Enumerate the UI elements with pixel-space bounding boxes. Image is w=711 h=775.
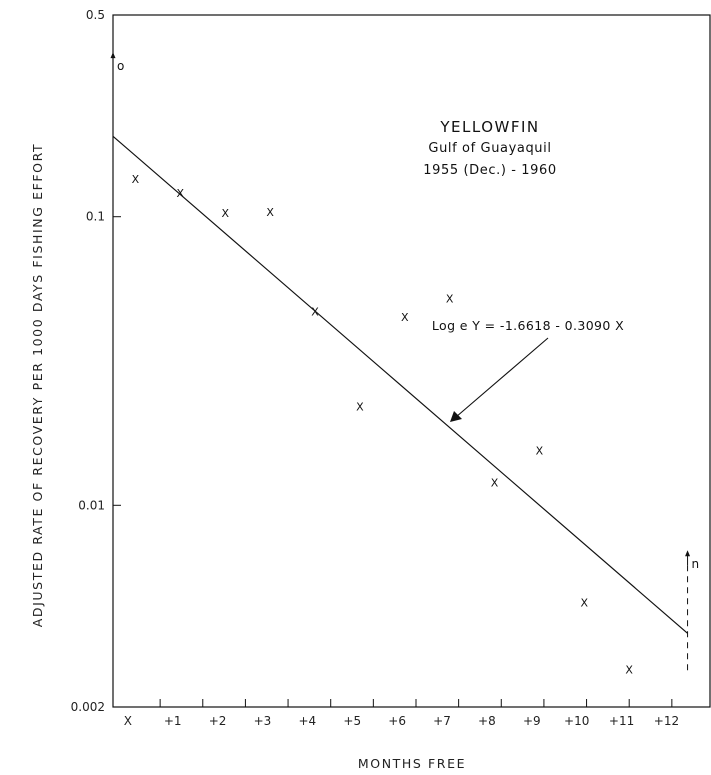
plot-frame (112, 14, 711, 708)
time-marker-arrowhead-1 (685, 550, 691, 557)
x-tick-label-0: X (124, 714, 132, 728)
x-tick-label-8: +8 (478, 714, 496, 728)
x-tick-label-1: +1 (164, 714, 182, 728)
x-tick-label-5: +5 (343, 714, 361, 728)
x-tick-label-12: +12 (654, 714, 679, 728)
y-tick-label-3: 0.5 (86, 8, 105, 22)
x-tick-label-3: +3 (254, 714, 272, 728)
chart-title: YELLOWFIN (439, 118, 539, 136)
data-point-10: X (581, 597, 589, 610)
data-point-4: X (311, 305, 319, 318)
chart-subtitle-1: Gulf of Guayaquil (428, 141, 551, 156)
data-point-0: X (132, 173, 140, 186)
data-point-6: X (401, 311, 409, 324)
time-marker-label-1: n (692, 557, 700, 571)
fit-arrow-shaft (455, 337, 549, 418)
fit-line (112, 135, 688, 634)
x-tick-label-10: +10 (564, 714, 589, 728)
time-marker-arrowhead-0 (110, 52, 116, 59)
data-point-1: X (177, 187, 185, 200)
chart-subtitle-2: 1955 (Dec.) - 1960 (423, 163, 557, 178)
data-point-11: X (625, 663, 633, 676)
x-tick-label-2: +2 (209, 714, 227, 728)
y-axis-title: ADJUSTED RATE OF RECOVERY PER 1000 DAYS … (30, 143, 45, 627)
x-tick-label-11: +11 (609, 714, 634, 728)
x-tick-label-7: +7 (433, 714, 451, 728)
data-point-3: X (266, 206, 274, 219)
fit-equation: Log e Y = -1.6618 - 0.3090 X (432, 318, 624, 333)
y-tick-label-2: 0.1 (86, 210, 105, 224)
data-point-8: X (491, 476, 499, 489)
y-tick-label-1: 0.01 (78, 498, 105, 512)
x-tick-label-6: +6 (388, 714, 406, 728)
data-point-7: X (446, 293, 454, 306)
data-point-5: X (356, 400, 364, 413)
x-tick-label-9: +9 (523, 714, 541, 728)
x-tick-label-4: +4 (299, 714, 317, 728)
data-point-9: X (536, 444, 544, 457)
time-marker-label-0: o (117, 59, 124, 73)
y-tick-label-0: 0.002 (71, 700, 105, 714)
data-point-2: X (221, 207, 229, 220)
x-axis-title: MONTHS FREE (358, 756, 466, 771)
fit-arrow-head (450, 411, 462, 422)
